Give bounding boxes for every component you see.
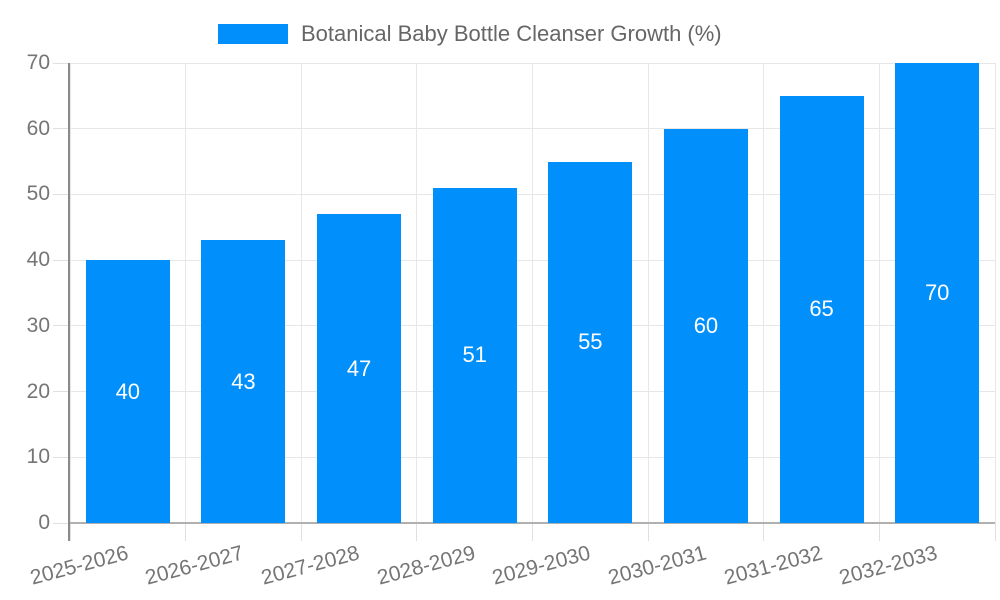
y-axis-label: 70 [26, 51, 50, 74]
x-axis-tick [994, 523, 996, 541]
x-axis-tick [69, 523, 71, 541]
bar[interactable]: 51 [432, 187, 517, 523]
bar-value-label: 51 [462, 342, 487, 368]
bar-value-label: 55 [578, 329, 603, 355]
bar-value-label: 60 [693, 312, 719, 338]
x-gridline [416, 63, 418, 523]
y-axis-line [68, 63, 70, 541]
x-axis-tick [763, 523, 765, 541]
x-axis-tick [532, 523, 533, 541]
bar[interactable]: 47 [317, 214, 402, 523]
y-axis-tick [53, 193, 70, 195]
bar[interactable]: 70 [895, 63, 980, 523]
y-axis-tick [53, 456, 70, 458]
y-axis-label: 60 [26, 116, 50, 140]
bar[interactable]: 55 [548, 161, 633, 523]
bar[interactable]: 65 [779, 95, 864, 523]
bar[interactable]: 43 [201, 240, 286, 523]
y-axis-label: 0 [38, 511, 50, 534]
x-axis-tick [647, 523, 649, 541]
y-axis-tick [53, 62, 70, 64]
legend-swatch-icon [218, 24, 288, 44]
y-axis-tick [53, 259, 70, 261]
bar-value-label: 65 [809, 296, 834, 322]
x-gridline [763, 63, 765, 523]
x-gridline [185, 63, 187, 523]
y-axis-tick [53, 522, 70, 524]
x-axis-line [70, 522, 995, 524]
y-axis-label: 40 [26, 248, 50, 272]
y-axis-label: 20 [26, 379, 50, 403]
y-axis-label: 50 [26, 182, 50, 206]
y-axis-tick [53, 128, 70, 130]
x-axis-tick [185, 523, 187, 541]
chart-legend-item[interactable]: Botanical Baby Bottle Cleanser Growth (%… [218, 21, 722, 47]
x-axis-tick [878, 523, 880, 541]
x-gridline [647, 63, 649, 523]
x-gridline [300, 63, 302, 523]
bar-value-label: 40 [115, 378, 141, 404]
bar[interactable]: 40 [85, 260, 170, 523]
y-axis-label: 10 [26, 445, 50, 469]
y-axis-label: 30 [26, 313, 50, 337]
bar[interactable]: 60 [663, 128, 748, 523]
x-axis-tick [300, 523, 302, 541]
bar-value-label: 43 [231, 368, 256, 394]
x-gridline [532, 63, 533, 523]
bar-value-label: 47 [346, 355, 372, 381]
x-gridline [994, 63, 996, 523]
x-gridline [878, 63, 880, 523]
bar-value-label: 70 [924, 280, 950, 305]
x-axis-tick [416, 523, 418, 541]
legend-label: Botanical Baby Bottle Cleanser Growth (%… [301, 21, 722, 46]
y-axis-tick [53, 325, 70, 327]
y-axis-tick [53, 391, 70, 393]
x-gridline [69, 63, 71, 523]
